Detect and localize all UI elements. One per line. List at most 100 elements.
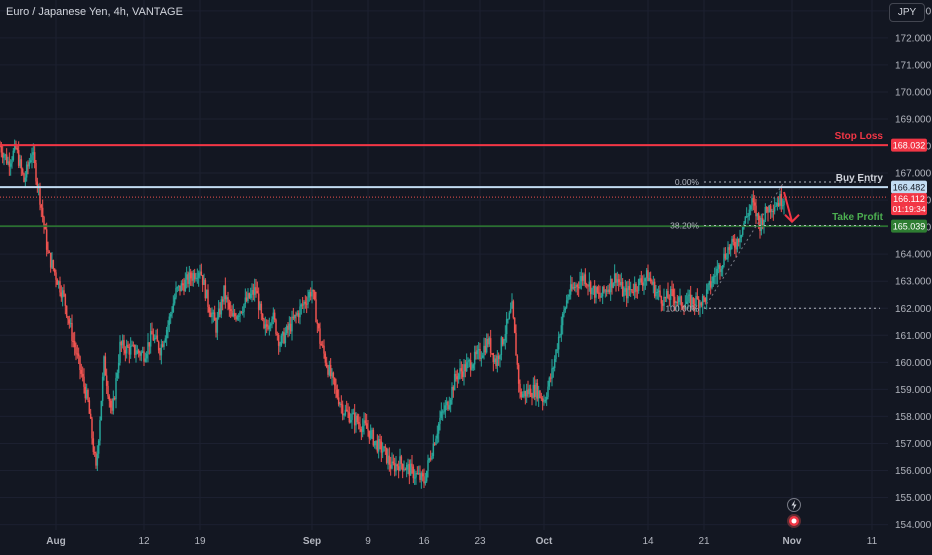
candle-body (621, 281, 624, 297)
candle-body (309, 292, 312, 297)
candle-body (80, 369, 83, 374)
candle-body (109, 400, 112, 408)
candle-body (303, 301, 305, 306)
candle-body (637, 279, 640, 291)
candle-body (524, 390, 527, 397)
candle-body (733, 241, 736, 248)
candle-body (316, 322, 319, 325)
candle-body (508, 312, 511, 319)
candle-body (19, 159, 21, 166)
candle-body (49, 252, 52, 268)
fib-level-label: 100.00% (665, 303, 699, 313)
candle-body (263, 319, 265, 329)
candle-body (272, 312, 275, 320)
candle-body (547, 386, 549, 397)
target-icon[interactable] (787, 514, 801, 528)
candle-body (181, 283, 184, 286)
candle-body (323, 345, 325, 354)
candle-body (168, 316, 171, 326)
candle-body (1, 152, 4, 158)
candle-body (305, 303, 308, 305)
candle-body (368, 430, 371, 439)
candle-body (753, 202, 756, 206)
candle-body (647, 270, 649, 281)
candle-body (209, 312, 212, 318)
candle-body (132, 344, 135, 346)
candle-body (412, 466, 415, 479)
candle-body (129, 345, 132, 355)
candle-body (233, 313, 236, 317)
candle-body (376, 440, 379, 452)
candle-body (713, 275, 716, 277)
candle-body (603, 286, 605, 292)
candle-body (220, 299, 223, 315)
candle-body (165, 329, 168, 339)
candle-body (59, 281, 61, 293)
candle-body (609, 278, 612, 293)
level-label: Buy Entry (836, 173, 884, 184)
candle-body (541, 398, 544, 402)
candle-body (593, 286, 596, 298)
candle-body (159, 350, 161, 356)
x-tick-label: Sep (303, 536, 321, 547)
candle-body (364, 420, 367, 424)
x-tick-label: 11 (867, 536, 878, 547)
candle-body (771, 211, 773, 213)
candle-body (427, 460, 429, 471)
candle-body (352, 412, 355, 414)
candle-body (760, 218, 763, 232)
trade-levels[interactable]: Stop Loss Buy Entry Take Profit (0, 131, 888, 227)
candle-body (255, 287, 257, 291)
candle-body (439, 417, 441, 424)
candle-body (47, 249, 49, 252)
fibonacci-retracement[interactable]: 0.00% 38.20% 100.00% (665, 177, 880, 313)
candle-body (131, 344, 133, 346)
candle-body (636, 290, 639, 292)
candle-body (371, 429, 373, 431)
candle-body (763, 219, 765, 227)
candle-body (401, 463, 404, 471)
candle-body (727, 247, 729, 259)
countdown-label: 01:19:34 (892, 204, 925, 214)
candle-body (328, 364, 331, 375)
bottom-widgets[interactable] (787, 498, 801, 529)
candle-body (383, 446, 385, 452)
candle-body (705, 289, 708, 302)
candle-body (496, 355, 499, 367)
candle-body (223, 285, 225, 302)
candle-body (337, 397, 340, 405)
candle-body (116, 372, 119, 378)
candle-body (737, 238, 740, 243)
candle-body (388, 455, 391, 465)
candle-body (167, 325, 169, 330)
current-price-label: 166.112 (893, 194, 925, 204)
candle-body (448, 405, 451, 410)
candle-body (761, 218, 764, 227)
currency-button[interactable]: JPY (889, 3, 925, 22)
candle-body (67, 316, 69, 320)
candle-body (271, 319, 273, 325)
candle-body (449, 399, 452, 406)
candle-body (135, 353, 137, 355)
level-price-tag (891, 219, 927, 233)
candle-body (659, 290, 661, 297)
candle-body (644, 278, 647, 282)
candle-body (451, 386, 453, 400)
candle-body (161, 344, 164, 347)
candle-body (71, 322, 73, 341)
candle-body (443, 411, 445, 413)
candle-body (7, 161, 9, 164)
candle-body (200, 271, 203, 276)
candle-body (228, 302, 231, 310)
x-tick-label: 9 (365, 536, 371, 547)
candle-body (428, 458, 431, 461)
candle-body (355, 415, 357, 426)
candle-body (320, 343, 323, 346)
candle-body (177, 285, 180, 288)
candle-body (575, 284, 577, 288)
lightning-icon[interactable] (787, 498, 801, 512)
projection-arrow[interactable] (783, 191, 800, 224)
candle-body (515, 332, 517, 356)
